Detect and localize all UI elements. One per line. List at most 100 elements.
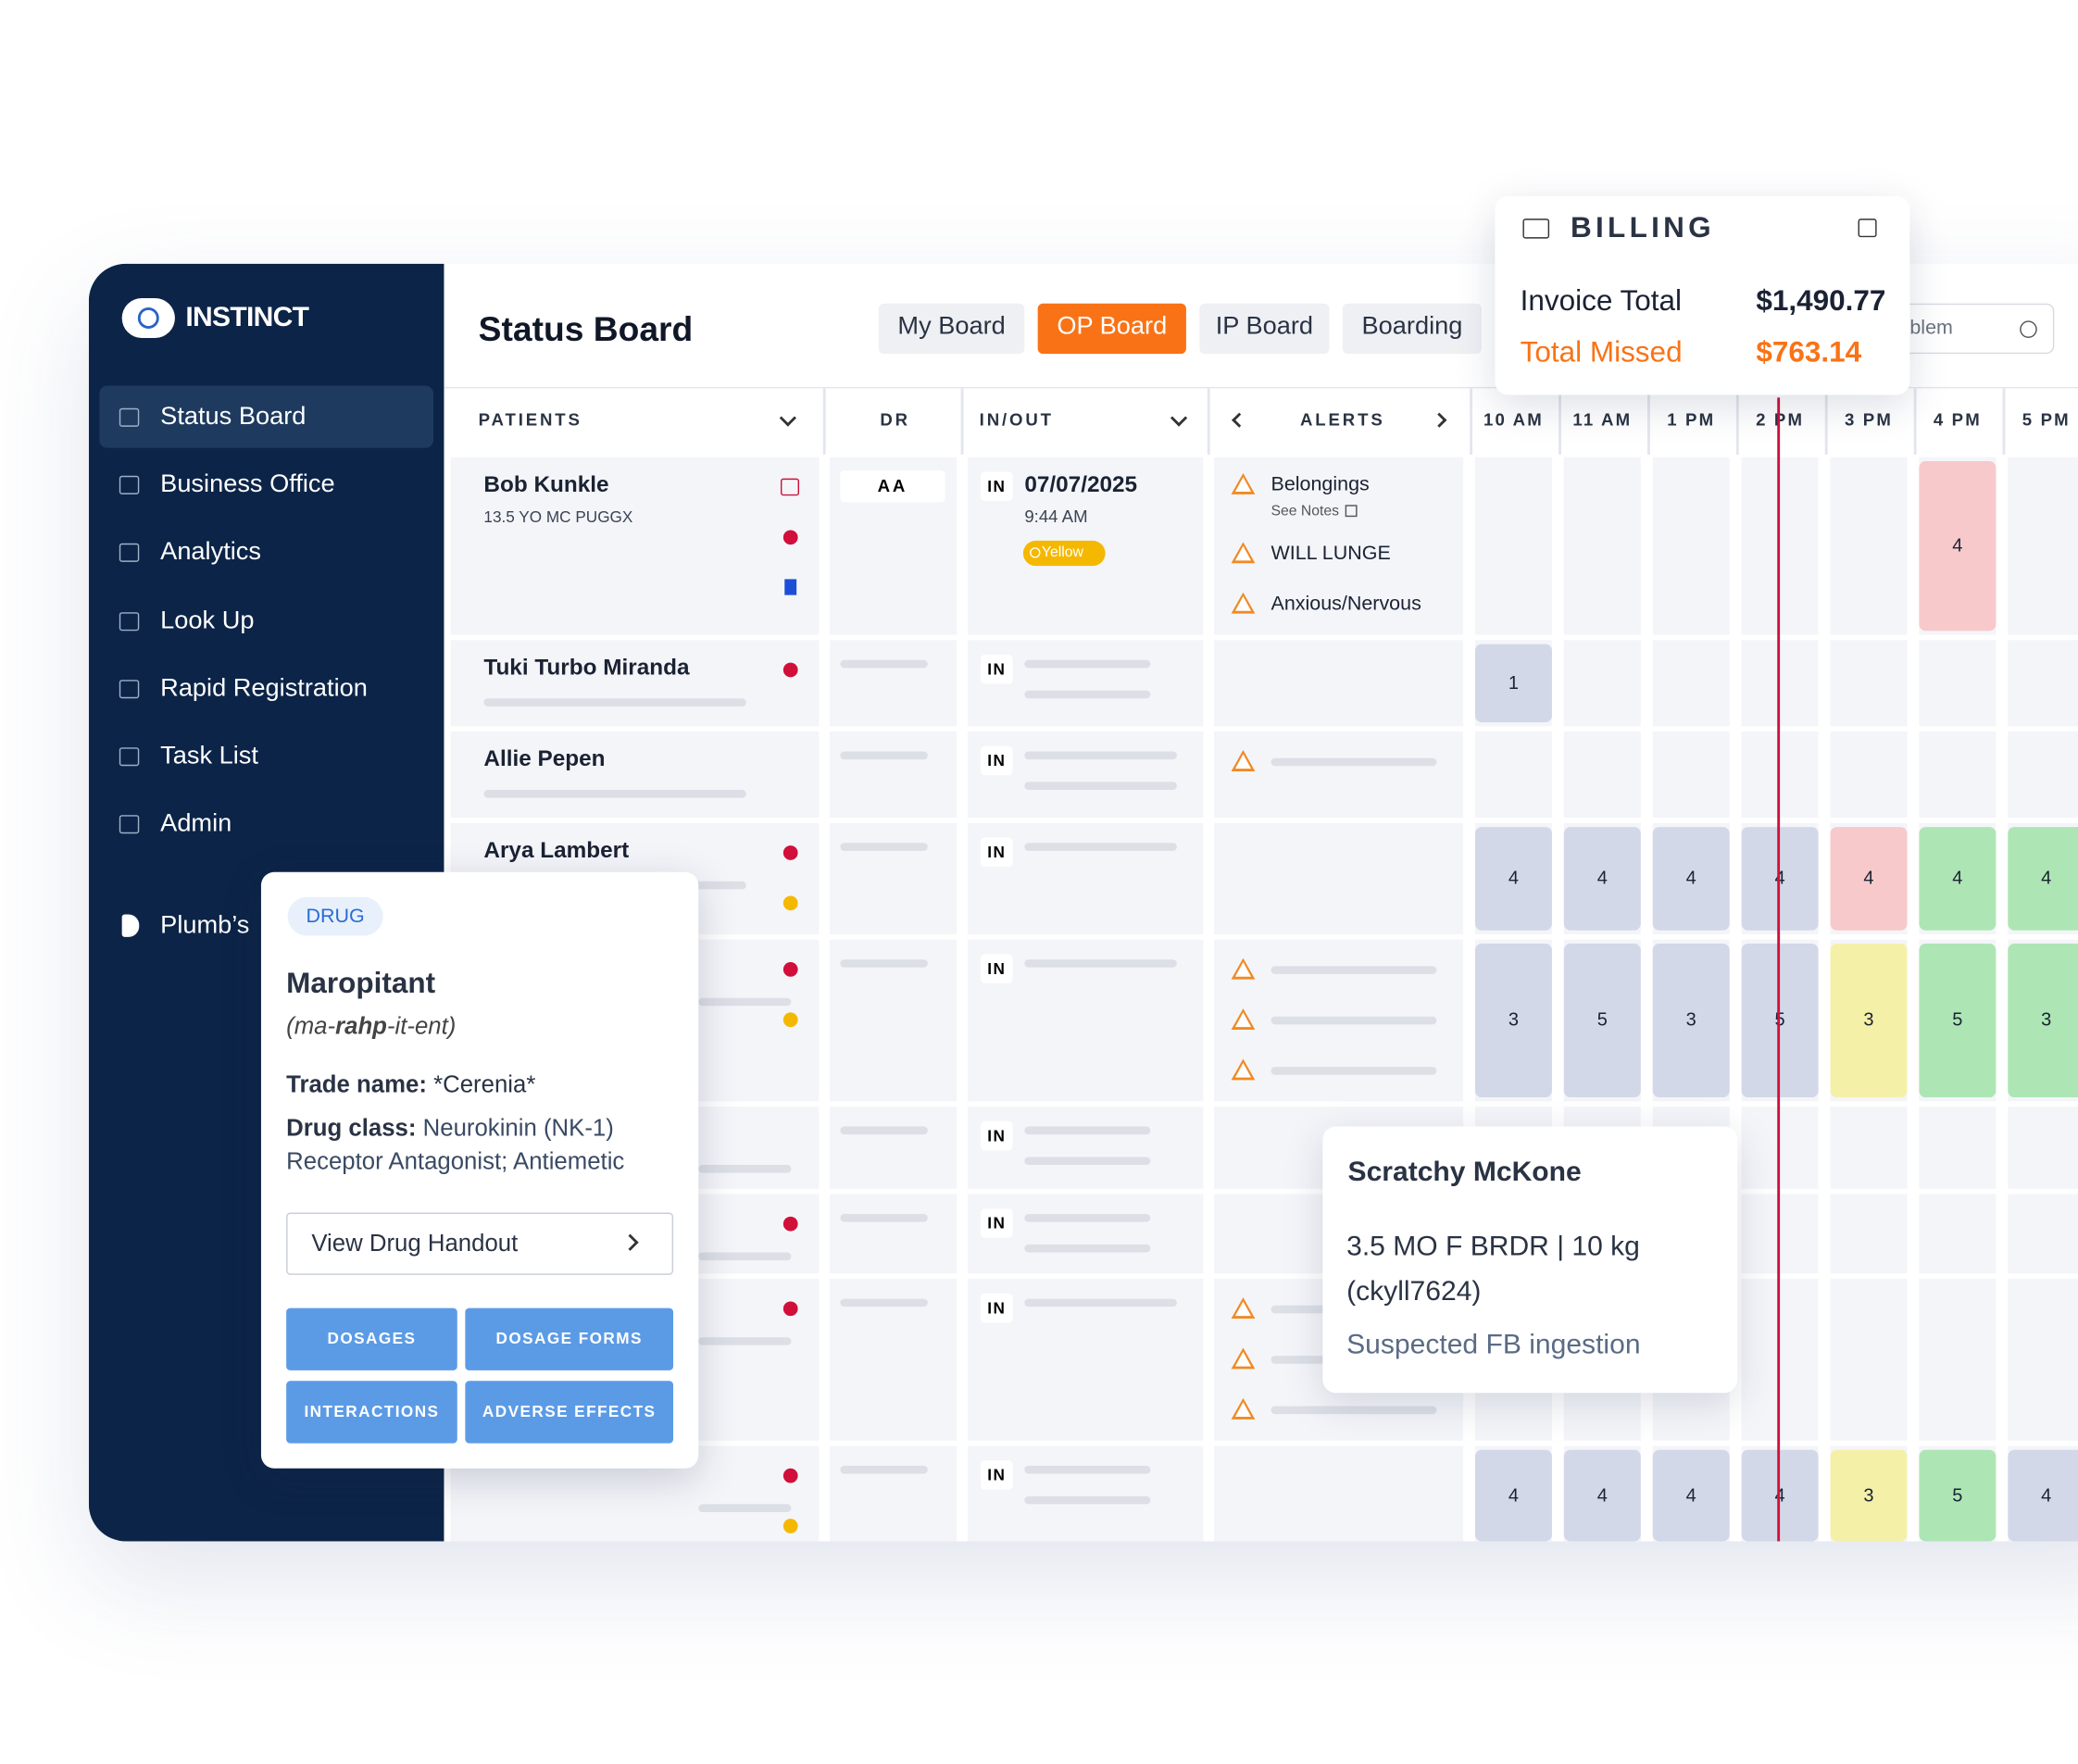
timeline-block[interactable]: 3 xyxy=(1830,1449,1908,1542)
patient-name[interactable]: Allie Pepen xyxy=(483,745,606,771)
timeline-block[interactable]: 5 xyxy=(1919,944,1997,1098)
column-divider xyxy=(1207,388,1210,455)
table-cell xyxy=(829,822,958,934)
sort-chevron[interactable] xyxy=(1170,409,1188,427)
tab-label[interactable]: IP Board xyxy=(1215,312,1314,341)
table-cell xyxy=(1213,1445,1464,1542)
indicator-dot xyxy=(782,1012,798,1028)
tab-label[interactable]: OP Board xyxy=(1057,312,1168,341)
indicator-dot xyxy=(782,1216,798,1232)
timeline-block[interactable]: 5 xyxy=(1563,944,1641,1098)
copy-icon[interactable] xyxy=(1858,219,1877,238)
status-label: IN xyxy=(987,1213,1007,1233)
timeline-block[interactable]: 4 xyxy=(1474,827,1552,931)
time-header: 4 PM xyxy=(1933,409,1982,430)
status-box: IN xyxy=(981,471,1013,501)
next-arrow[interactable] xyxy=(1432,412,1447,428)
drug-action-button[interactable]: ADVERSE EFFECTS xyxy=(465,1381,674,1444)
alert-icon-inner xyxy=(1234,962,1252,977)
tab[interactable]: My Board xyxy=(878,303,1025,355)
timeline-block[interactable]: 4 xyxy=(1474,1449,1552,1542)
alert-icon xyxy=(1231,1347,1256,1370)
nav-item[interactable]: Analytics xyxy=(160,538,261,567)
timeline-block[interactable]: 3 xyxy=(1474,944,1552,1098)
handout-button[interactable]: View Drug Handout xyxy=(286,1212,674,1275)
timeline-cell xyxy=(1830,640,1908,727)
alert-note[interactable]: See Notes xyxy=(1271,503,1340,520)
timeline-block[interactable]: 4 xyxy=(1919,827,1997,931)
placeholder-bar xyxy=(1024,690,1151,699)
placeholder-bar xyxy=(1271,757,1437,767)
missed-value: $763.14 xyxy=(1756,335,1862,369)
patient-name[interactable]: Bob Kunkle xyxy=(483,471,609,497)
timeline-count: 5 xyxy=(1952,1483,1963,1506)
check-in-date: 07/07/2025 xyxy=(1024,471,1138,497)
tab[interactable]: Boarding xyxy=(1342,303,1483,355)
timeline-block[interactable]: 5 xyxy=(1919,1449,1997,1542)
prev-arrow[interactable] xyxy=(1232,412,1247,428)
drug-action-label[interactable]: INTERACTIONS xyxy=(304,1402,440,1421)
timeline-block[interactable]: 3 xyxy=(1830,944,1908,1098)
timeline-cell xyxy=(1919,1194,1997,1274)
timeline-block[interactable]: 4 xyxy=(1652,1449,1730,1542)
nav-item[interactable]: Status Board xyxy=(160,403,307,432)
timeline-block[interactable]: 4 xyxy=(1830,827,1908,931)
status-label: IN xyxy=(987,1298,1007,1318)
table-cell xyxy=(829,1107,958,1189)
status-label: IN xyxy=(987,751,1007,770)
drug-action-label[interactable]: DOSAGE FORMS xyxy=(495,1329,643,1348)
nav-item[interactable]: Rapid Registration xyxy=(160,674,368,703)
nav-active xyxy=(99,385,434,448)
timeline-block[interactable]: 3 xyxy=(1652,944,1730,1098)
timeline-block[interactable]: 1 xyxy=(1474,644,1552,723)
timeline-block[interactable]: 4 xyxy=(1563,827,1641,931)
alert-icon-inner xyxy=(1234,1402,1252,1417)
timeline-block[interactable]: 4 xyxy=(2008,1449,2078,1542)
timeline-block[interactable]: 4 xyxy=(1563,1449,1641,1542)
timeline-block[interactable]: 4 xyxy=(1919,461,1997,632)
main: Status Board My Board OP Board IP Board Boar… xyxy=(444,264,2078,1542)
drug-tag-label: DRUG xyxy=(306,905,365,928)
patient-details: 13.5 YO MC PUGGX xyxy=(483,507,633,527)
placeholder-bar xyxy=(840,1126,928,1135)
timeline-count: 4 xyxy=(1508,867,1519,888)
alert-icon-inner xyxy=(1234,1351,1252,1367)
drug-action-label[interactable]: DOSAGES xyxy=(327,1329,417,1348)
drug-action-button[interactable]: DOSAGE FORMS xyxy=(465,1307,674,1370)
placeholder-bar xyxy=(840,843,928,851)
time-header: 10 AM xyxy=(1483,409,1544,430)
timeline-block[interactable]: 4 xyxy=(2008,827,2078,931)
alert-icon xyxy=(1231,1397,1256,1420)
nav-item[interactable]: Admin xyxy=(160,809,232,838)
indicator-dot xyxy=(782,895,798,911)
placeholder-bar xyxy=(698,997,792,1007)
drug-action-button[interactable]: DOSAGES xyxy=(286,1307,457,1370)
tab[interactable]: OP Board xyxy=(1037,303,1186,355)
timeline-count: 5 xyxy=(1596,1008,1608,1031)
status-badge-label: Yellow xyxy=(1041,544,1083,561)
nav-item[interactable]: Look Up xyxy=(160,607,255,635)
patient-name[interactable]: Tuki Turbo Miranda xyxy=(483,655,690,681)
patient-name[interactable]: Arya Lambert xyxy=(483,837,630,863)
class-label: Drug class: xyxy=(286,1114,417,1142)
nav-item[interactable]: Business Office xyxy=(160,470,335,499)
timeline-block[interactable]: 3 xyxy=(2008,944,2078,1098)
nav-item[interactable]: Task List xyxy=(160,742,258,770)
time-header: 5 PM xyxy=(2022,409,2071,430)
sort-chevron[interactable] xyxy=(779,409,796,427)
timeline-block[interactable]: 4 xyxy=(1652,827,1730,931)
billing-title: BILLING xyxy=(1570,210,1715,244)
table-cell xyxy=(829,640,958,727)
tab-label[interactable]: Boarding xyxy=(1361,312,1463,341)
drug-action-button[interactable]: INTERACTIONS xyxy=(286,1381,457,1444)
handout-label[interactable]: View Drug Handout xyxy=(311,1230,519,1257)
drug-action-label[interactable]: ADVERSE EFFECTS xyxy=(482,1402,657,1421)
trade-value: *Cerenia* xyxy=(433,1070,536,1098)
column-header: ALERTS xyxy=(1300,409,1385,430)
nav-item[interactable]: Plumb’s xyxy=(160,911,250,940)
check-in-time: 9:44 AM xyxy=(1024,506,1088,527)
timeline-cell xyxy=(1474,732,1552,819)
tab[interactable]: IP Board xyxy=(1199,303,1330,355)
tab-label[interactable]: My Board xyxy=(897,312,1006,341)
search-text[interactable]: blem xyxy=(1909,317,1953,340)
